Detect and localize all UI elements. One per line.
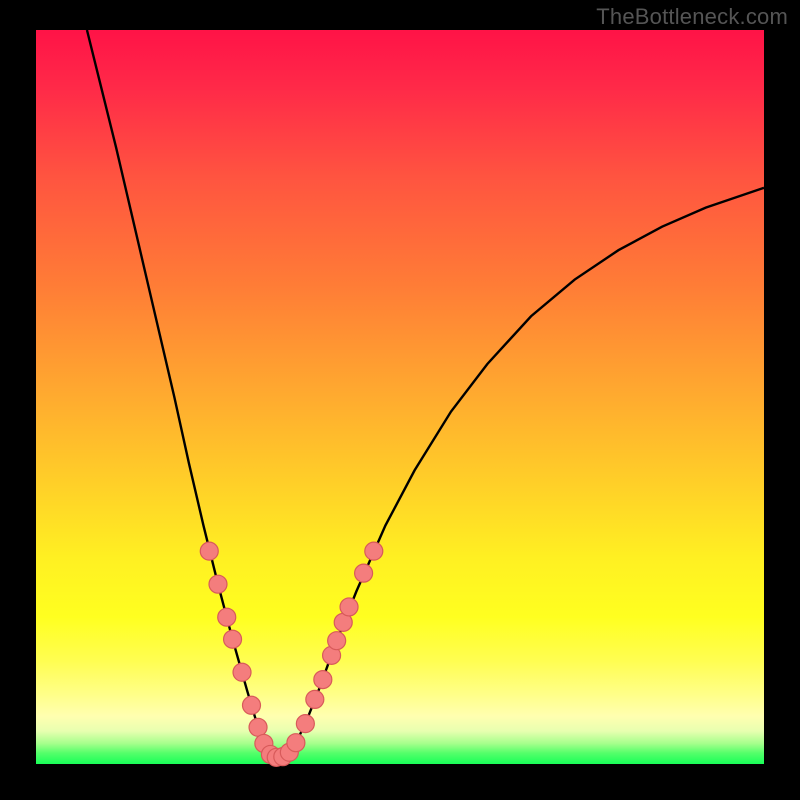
curve-marker [314, 671, 332, 689]
curve-marker [200, 542, 218, 560]
curve-marker [340, 598, 358, 616]
curve-marker [233, 663, 251, 681]
curve-marker [365, 542, 383, 560]
curve-marker [242, 696, 260, 714]
curve-marker [209, 575, 227, 593]
bottleneck-curve [87, 30, 764, 758]
overlay-svg [36, 30, 764, 764]
curve-marker [218, 608, 236, 626]
curve-marker [306, 690, 324, 708]
marker-group [200, 542, 383, 766]
curve-marker [355, 564, 373, 582]
plot-area [36, 30, 764, 764]
chart-root: TheBottleneck.com [0, 0, 800, 800]
curve-marker [287, 734, 305, 752]
curve-marker [249, 718, 267, 736]
curve-marker [296, 715, 314, 733]
watermark-text: TheBottleneck.com [596, 4, 788, 30]
curve-marker [328, 632, 346, 650]
curve-marker [224, 630, 242, 648]
